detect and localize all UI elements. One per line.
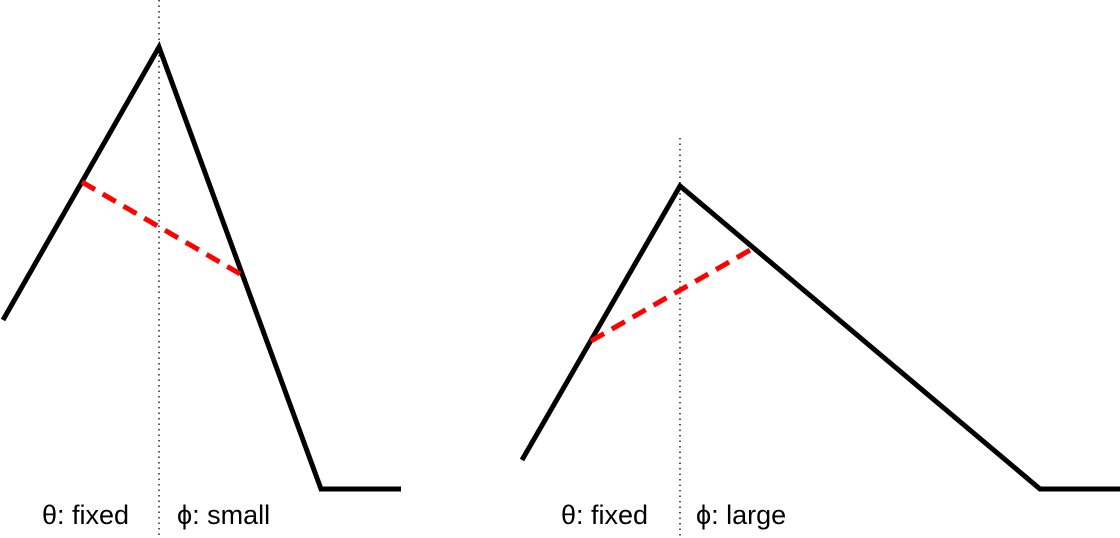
theta-label-left: θ: fixed bbox=[42, 500, 129, 530]
chord-left bbox=[80, 179, 244, 278]
panel-small-phi: θ: fixed ϕ: small bbox=[0, 0, 401, 538]
phi-label-right: ϕ: large bbox=[696, 500, 786, 530]
bent-outline-left bbox=[0, 41, 401, 492]
theta-label-right: θ: fixed bbox=[561, 500, 648, 530]
chord-right bbox=[589, 246, 754, 344]
bent-outline-right bbox=[519, 182, 1120, 492]
panel-large-phi: θ: fixed ϕ: large bbox=[519, 138, 1120, 538]
phi-label-left: ϕ: small bbox=[177, 500, 270, 530]
